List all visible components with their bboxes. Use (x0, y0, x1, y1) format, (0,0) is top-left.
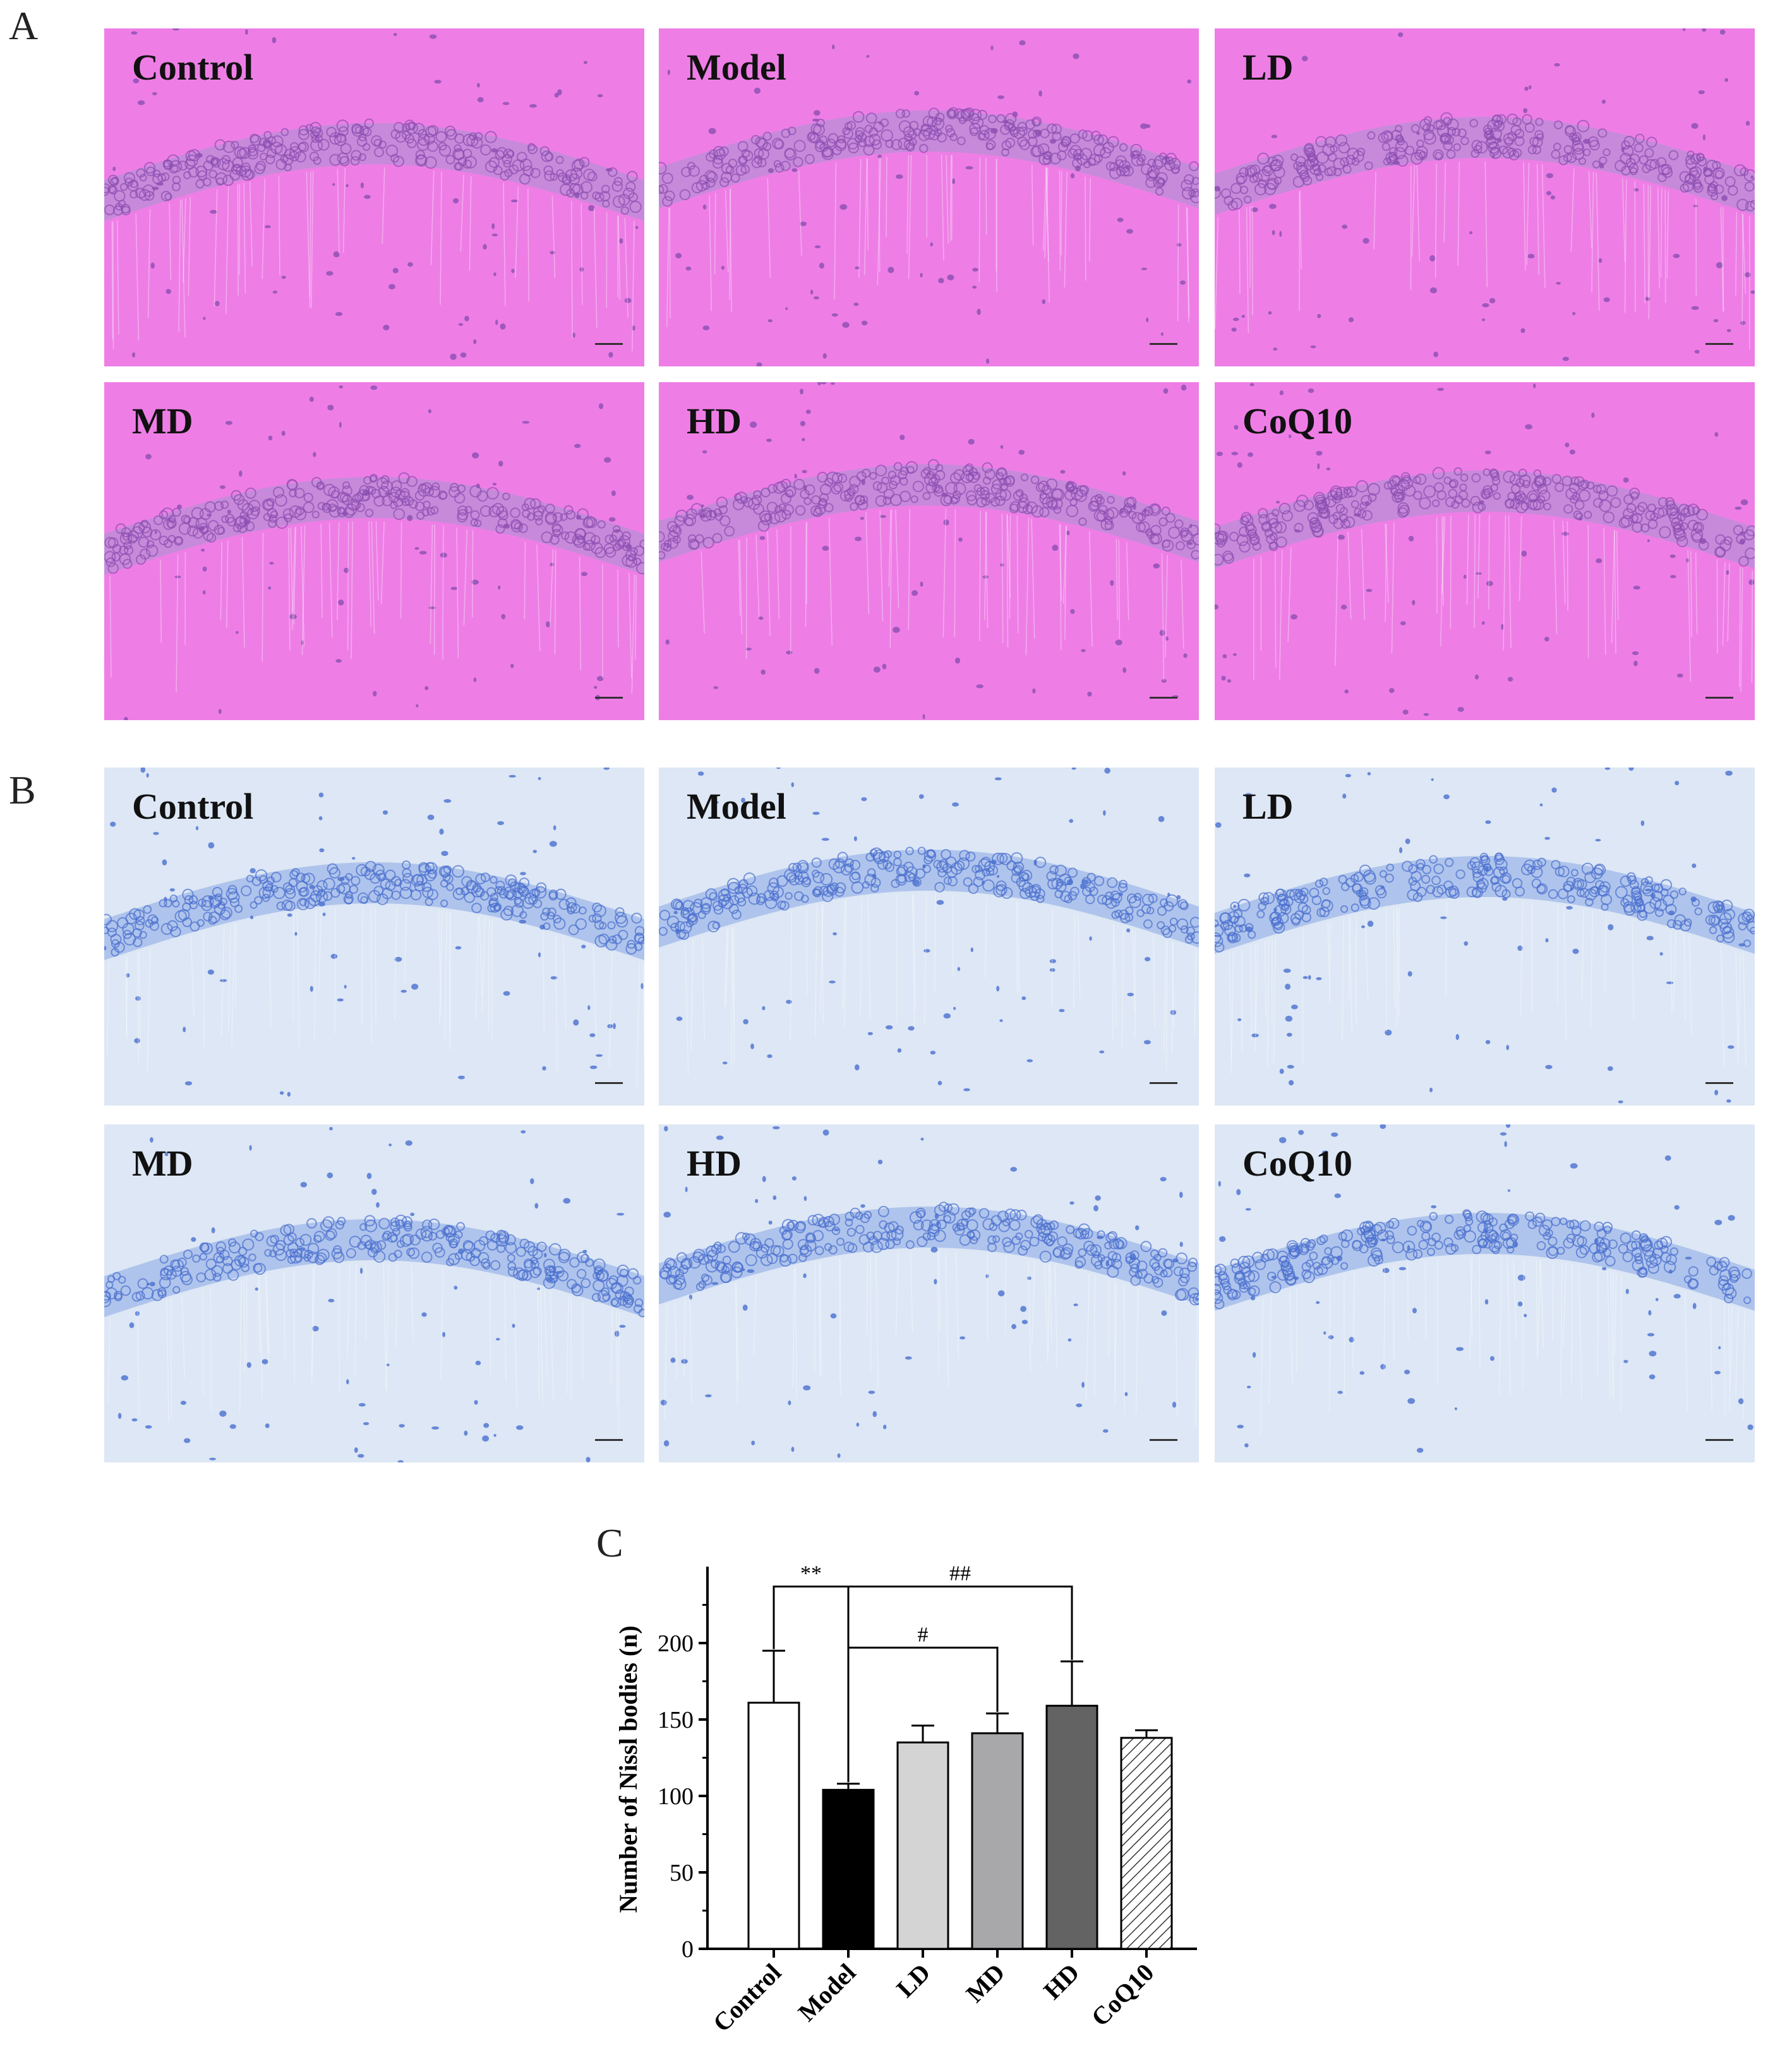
micrograph-label: HD (687, 401, 742, 442)
scale-bar (1705, 697, 1733, 699)
scale-bar (1705, 343, 1733, 345)
bar (1045, 1704, 1098, 1950)
y-tick-label: 150 (658, 1707, 694, 1733)
tissue-texture (104, 28, 644, 366)
panel-letter-b: B (9, 768, 36, 812)
scale-bar (1150, 1439, 1177, 1441)
tissue-texture (104, 768, 644, 1105)
nissl-micrograph-md: MD (104, 1124, 644, 1462)
micrograph-label: Model (687, 786, 786, 827)
he-micrograph-hd: HD (659, 382, 1199, 720)
nissl-micrograph-coq10: CoQ10 (1215, 1124, 1755, 1462)
tissue-texture (104, 1124, 644, 1462)
y-tick-label: 200 (658, 1630, 694, 1657)
bar (822, 1788, 875, 1950)
scale-bar (1150, 343, 1177, 345)
tissue-texture (1215, 28, 1755, 366)
tissue-texture (659, 768, 1199, 1105)
he-micrograph-md: MD (104, 382, 644, 720)
significance-bracket (848, 1646, 999, 1712)
nissl-micrograph-ld: LD (1215, 768, 1755, 1105)
bar (1120, 1737, 1173, 1950)
y-tick-label: 100 (658, 1783, 694, 1810)
nissl-micrograph-model: Model (659, 768, 1199, 1105)
bar (971, 1732, 1024, 1950)
scale-bar (595, 343, 623, 345)
significance-label: ## (949, 1562, 971, 1585)
scale-bar (595, 697, 623, 699)
x-tick-label: LD (891, 1958, 935, 2003)
significance-bracket (773, 1585, 850, 1783)
scale-bar (1150, 1082, 1177, 1084)
significance-label: ** (800, 1562, 822, 1585)
tissue-texture (1215, 1124, 1755, 1462)
x-tick-label: Control (707, 1958, 787, 2038)
micrograph-label: CoQ10 (1242, 401, 1352, 442)
nissl-micrograph-control: Control (104, 768, 644, 1105)
scale-bar (595, 1082, 623, 1084)
micrograph-label: HD (687, 1143, 742, 1184)
he-micrograph-model: Model (659, 28, 1199, 366)
he-micrograph-coq10: CoQ10 (1215, 382, 1755, 720)
significance-bracket (848, 1585, 1073, 1660)
micrograph-label: MD (132, 1143, 193, 1184)
tissue-texture (1215, 768, 1755, 1105)
nissl-count-bar-chart: 0 50 100 150 200 Number of Nissl bodies (n) Co… (614, 1562, 1197, 2038)
micrograph-label: LD (1242, 786, 1294, 827)
micrograph-label: CoQ10 (1242, 1143, 1352, 1184)
scale-bar (1150, 697, 1177, 699)
scale-bar (595, 1439, 623, 1441)
x-tick-label: MD (960, 1958, 1010, 2008)
he-micrograph-ld: LD (1215, 28, 1755, 366)
scale-bar (1705, 1439, 1733, 1441)
tissue-texture (1215, 382, 1755, 720)
tissue-texture (104, 382, 644, 720)
x-tick-label: Model (793, 1958, 862, 2027)
tissue-texture (659, 28, 1199, 366)
tissue-texture (659, 1124, 1199, 1462)
micrograph-label: LD (1242, 47, 1294, 88)
tissue-texture (659, 382, 1199, 720)
y-tick-label: 0 (682, 1936, 694, 1963)
scale-bar (1705, 1082, 1733, 1084)
micrograph-label: Control (132, 786, 254, 827)
significance-label: # (918, 1623, 929, 1646)
nissl-micrograph-hd: HD (659, 1124, 1199, 1462)
micrograph-label: MD (132, 401, 193, 442)
bar (896, 1741, 949, 1950)
micrograph-label: Control (132, 47, 254, 88)
panel-letter-a: A (9, 3, 39, 48)
x-tick-label: CoQ10 (1086, 1958, 1160, 2032)
panel-letter-c: C (596, 1521, 623, 1565)
y-axis-label: Number of Nissl bodies (n) (614, 1625, 642, 1913)
y-tick-label: 50 (670, 1860, 694, 1886)
x-tick-label: HD (1038, 1958, 1085, 2005)
he-micrograph-control: Control (104, 28, 644, 366)
bar (747, 1701, 800, 1950)
micrograph-label: Model (687, 47, 786, 88)
